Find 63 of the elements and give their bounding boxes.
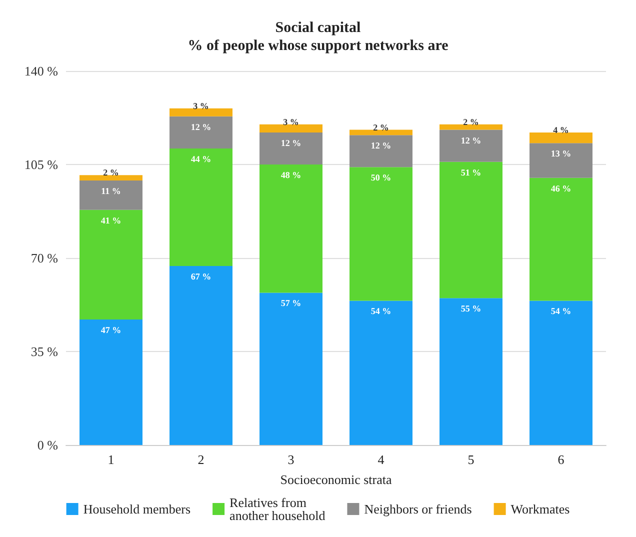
y-tick-label: 35 % — [30, 344, 58, 359]
x-tick-label: 1 — [108, 452, 114, 467]
bar — [80, 180, 142, 210]
bar — [170, 108, 232, 116]
data-label: 11 % — [101, 186, 121, 196]
bar — [350, 167, 412, 301]
x-tick-label: 3 — [288, 452, 294, 467]
data-label: 2 % — [463, 116, 479, 127]
bar — [260, 124, 322, 132]
bar — [260, 164, 322, 293]
data-label: 12 % — [280, 138, 302, 148]
chart-title: Social capital % of people whose support networks are — [188, 20, 449, 54]
bar — [440, 162, 502, 298]
data-label: 51 % — [460, 167, 482, 178]
data-label: 48 % — [280, 170, 302, 180]
data-label: 67 % — [190, 272, 212, 282]
data-label: 46 % — [550, 183, 572, 194]
data-label: 47 % — [100, 324, 122, 335]
bar — [440, 124, 502, 130]
x-tick-label: 2 — [198, 452, 204, 467]
data-label: 50 % — [370, 172, 392, 183]
bar — [530, 132, 592, 144]
bar — [440, 130, 502, 162]
data-label: 54 % — [370, 306, 392, 316]
bar — [350, 300, 412, 445]
legend-label: Household members — [83, 502, 191, 516]
data-label: 44 % — [190, 154, 212, 164]
bar — [440, 298, 502, 445]
bar — [80, 175, 142, 181]
y-tick-label: 0 % — [37, 438, 58, 452]
x-tick-label: 4 — [378, 452, 385, 467]
data-label: 12 % — [190, 122, 212, 132]
data-label: 3 % — [193, 100, 209, 111]
x-axis-title: Socioeconomic strata — [280, 472, 392, 487]
legend-label: Neighbors or friends — [364, 502, 472, 516]
bar — [350, 130, 412, 136]
data-label: 54 % — [550, 306, 572, 316]
data-label: 12 % — [370, 140, 392, 151]
bar — [530, 178, 592, 301]
x-tick-label: 5 — [468, 452, 474, 467]
bar — [170, 116, 232, 148]
bar — [80, 319, 142, 445]
data-label: 13 % — [550, 148, 572, 159]
bar — [170, 148, 232, 266]
data-label: 57 % — [280, 298, 302, 308]
bar — [170, 266, 232, 445]
data-label: 3 % — [283, 116, 299, 127]
y-tick-label: 140 % — [24, 64, 58, 78]
data-label: 41 % — [100, 215, 122, 226]
bar — [260, 132, 322, 164]
bar — [530, 300, 592, 445]
x-tick-label: 6 — [558, 452, 565, 467]
bar — [80, 210, 142, 320]
data-label: 12 % — [460, 135, 482, 146]
bar — [260, 292, 322, 445]
data-label: 55 % — [460, 304, 482, 314]
legend-label: Workmates — [510, 502, 570, 516]
y-tick-label: 70 % — [30, 250, 58, 266]
bar — [350, 135, 412, 168]
bar — [530, 143, 592, 178]
legend-label: Relatives from another household — [230, 495, 326, 523]
data-label: 4 % — [553, 124, 569, 135]
y-tick-label: 105 % — [24, 157, 58, 172]
